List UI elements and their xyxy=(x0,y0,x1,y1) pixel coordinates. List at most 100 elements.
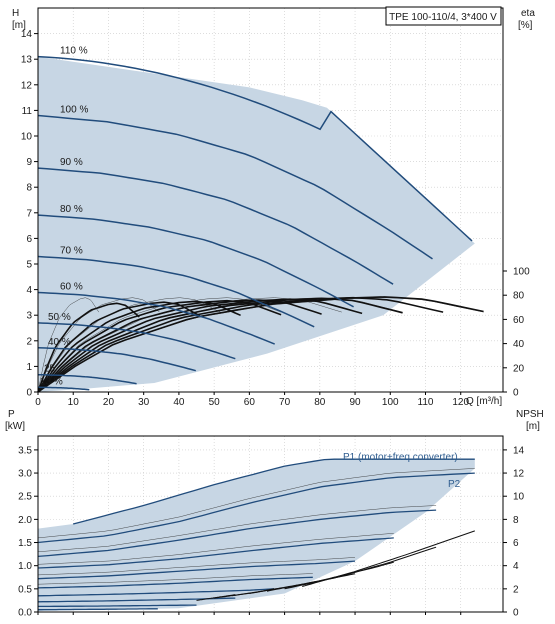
head-ytick-13: 13 xyxy=(21,55,33,66)
p2-curve-6 xyxy=(37,597,236,603)
power-ytick-5: 2.5 xyxy=(18,492,32,503)
eta-ytick-0: 0 xyxy=(513,388,519,399)
p2-curve-4 xyxy=(37,576,313,589)
p2-curve-5 xyxy=(37,588,275,597)
speed-label-8: 25 xyxy=(44,364,56,375)
x-axis-label: Q [m³/h] xyxy=(466,396,502,407)
eta-thin-curve-1 xyxy=(37,297,160,393)
head-axis-label-unit: [m] xyxy=(12,20,26,31)
power-ytick-4: 2.0 xyxy=(18,515,32,526)
power-plot-frame xyxy=(37,435,504,613)
speed-label-1: 100 % xyxy=(60,105,88,116)
head-curve-8 xyxy=(37,373,137,385)
npsh-ytick-0: 0 xyxy=(513,608,519,619)
speed-label-9: 13 % xyxy=(40,376,63,387)
head-curve-6 xyxy=(37,322,236,360)
head-xtick-7: 70 xyxy=(279,397,291,408)
head-ytick-1: 1 xyxy=(26,362,32,373)
head-curve-7 xyxy=(37,347,197,372)
head-xtick-1: 10 xyxy=(68,397,80,408)
npsh-axis-label-unit: [m] xyxy=(526,421,540,432)
p1-thin-curve-0 xyxy=(37,468,475,539)
npsh-ytick-4: 8 xyxy=(513,515,519,526)
head-ytick-2: 2 xyxy=(26,336,32,347)
p1-series-label: P1 (motor+freq.converter) xyxy=(343,452,458,463)
head-envelope-area xyxy=(38,56,475,392)
eta-ytick-3: 60 xyxy=(513,315,525,326)
p2-curve-8 xyxy=(38,608,158,611)
chart-title: TPE 100-110/4, 3*400 V xyxy=(389,12,497,23)
head-ytick-0: 0 xyxy=(26,388,32,399)
head-ytick-11: 11 xyxy=(22,106,33,117)
head-curve-2 xyxy=(37,167,394,285)
title-box xyxy=(385,6,502,26)
head-xtick-5: 50 xyxy=(209,397,221,408)
npsh-ytick-3: 6 xyxy=(513,538,519,549)
eta-thin-curve-2 xyxy=(37,297,221,393)
head-curve-4 xyxy=(37,255,315,328)
head-xtick-3: 30 xyxy=(138,397,150,408)
p1-curve xyxy=(73,458,475,525)
p2-curve-1 xyxy=(37,509,437,558)
power-ytick-0: 0.0 xyxy=(18,608,32,619)
p2-series-label: P2 xyxy=(448,479,461,490)
head-ytick-4: 4 xyxy=(26,285,32,296)
power-ytick-6: 3.0 xyxy=(18,469,32,480)
head-xtick-11: 110 xyxy=(418,397,434,408)
p2-curve-3 xyxy=(37,560,356,580)
head-xtick-0: 0 xyxy=(35,397,41,408)
p1-thin-curve-3 xyxy=(37,557,356,576)
head-ytick-10: 10 xyxy=(21,132,33,143)
head-plot-frame xyxy=(37,7,504,393)
p2-curve-0 xyxy=(37,472,475,544)
speed-label-4: 70 % xyxy=(60,246,83,257)
head-curve-0 xyxy=(37,55,473,242)
p2-curve-7 xyxy=(38,604,197,608)
npsh-axis-label-symbol: NPSH xyxy=(516,409,544,420)
head-xtick-9: 90 xyxy=(349,397,361,408)
eta-axis-label-unit: [%] xyxy=(518,20,533,31)
npsh-ytick-1: 2 xyxy=(513,584,519,595)
speed-label-7: 40 % xyxy=(48,337,71,348)
head-ytick-8: 8 xyxy=(26,183,32,194)
head-ytick-3: 3 xyxy=(26,311,32,322)
head-xtick-4: 40 xyxy=(173,397,185,408)
npsh-ytick-2: 4 xyxy=(513,561,519,572)
head-ytick-7: 7 xyxy=(26,208,32,219)
npsh-ytick-7: 14 xyxy=(513,445,525,456)
p1-thin-curve-2 xyxy=(37,533,394,565)
speed-label-2: 90 % xyxy=(60,157,83,168)
head-ytick-5: 5 xyxy=(26,260,32,271)
head-xtick-10: 100 xyxy=(382,397,399,408)
eta-curve-8 xyxy=(37,296,484,393)
npsh-ytick-6: 12 xyxy=(513,469,525,480)
speed-label-3: 80 % xyxy=(60,204,83,215)
eta-ytick-5: 100 xyxy=(513,267,530,278)
power-axis-label-symbol: P xyxy=(8,409,15,420)
eta-ytick-2: 40 xyxy=(513,339,525,350)
p1-thin-curve-1 xyxy=(37,505,437,552)
p1-thin-curve-4 xyxy=(37,573,313,585)
head-ytick-14: 14 xyxy=(21,29,33,40)
speed-label-5: 60 % xyxy=(60,281,83,292)
head-curve-5 xyxy=(37,291,275,345)
head-curve-3 xyxy=(37,214,354,308)
head-ytick-9: 9 xyxy=(26,157,32,168)
eta-curve-2 xyxy=(37,300,241,393)
npsh-ytick-5: 10 xyxy=(513,492,525,503)
head-curve-9 xyxy=(38,386,90,391)
eta-axis-label-symbol: eta xyxy=(521,8,535,19)
eta-ytick-1: 20 xyxy=(513,363,525,374)
power-panel: 0.0 0.5 1.0 1.5 2.0 2.5 3.0 3.5 0 2 4 6 8 10 12 14 P [… xyxy=(5,409,544,619)
eta-ytick-4: 80 xyxy=(513,291,525,302)
power-axis-label-unit: [kW] xyxy=(5,421,25,432)
eta-curve-7 xyxy=(37,296,444,393)
head-xtick-6: 60 xyxy=(244,397,256,408)
head-xtick-12: 120 xyxy=(452,397,469,408)
power-ytick-7: 3.5 xyxy=(18,445,32,456)
power-ytick-1: 0.5 xyxy=(18,584,32,595)
npsh-curve-6 xyxy=(196,594,236,601)
p2-curve-2 xyxy=(37,537,394,569)
speed-label-6: 50 % xyxy=(48,312,71,323)
head-ytick-12: 12 xyxy=(21,80,33,91)
